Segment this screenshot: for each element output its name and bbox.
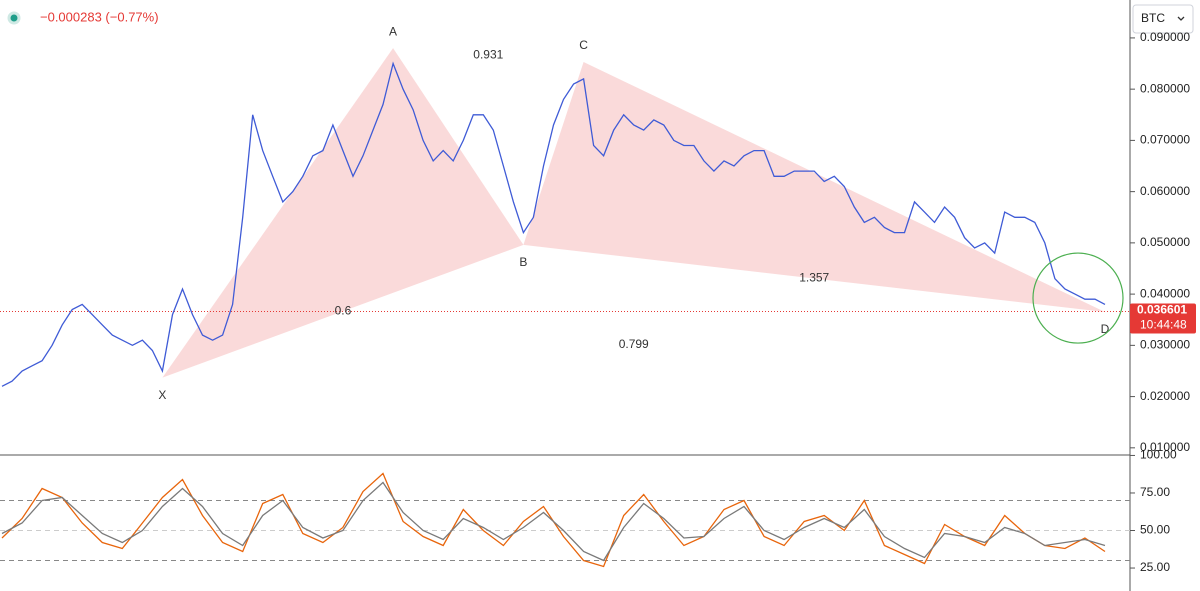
- y-tick-label: 100.00: [1140, 448, 1177, 462]
- series-line: [1, 61, 1106, 387]
- pattern-point-label: D: [1101, 322, 1110, 336]
- pattern-point-label: X: [158, 388, 166, 402]
- y-tick-label: 75.00: [1140, 485, 1170, 499]
- dropdown-chevron: [1177, 16, 1185, 21]
- y-tick-label: 0.070000: [1140, 133, 1190, 147]
- ratio-label: 1.357: [799, 271, 829, 285]
- y-tick-label: 0.020000: [1140, 389, 1190, 403]
- y-tick-label: 0.050000: [1140, 235, 1190, 249]
- y-tick-label: 0.060000: [1140, 184, 1190, 198]
- countdown-label: 10:44:48: [1140, 318, 1187, 332]
- ratio-label: 0.6: [335, 303, 352, 317]
- symbol-select[interactable]: [1132, 4, 1194, 34]
- series-line: [1, 481, 1106, 562]
- y-tick-label: 0.030000: [1140, 338, 1190, 352]
- status-dot: [7, 11, 21, 25]
- ratio-label: 0.799: [619, 337, 649, 351]
- pattern-point-label: C: [579, 38, 588, 52]
- last-price-box: [1130, 303, 1196, 334]
- symbol-label[interactable]: BTC: [1141, 11, 1165, 25]
- y-tick-label: 0.090000: [1140, 30, 1190, 44]
- pattern-triangle: [162, 48, 524, 378]
- y-tick-label: 0.010000: [1140, 440, 1190, 454]
- last-price-label: 0.036601: [1137, 303, 1187, 317]
- y-tick-label: 0.080000: [1140, 81, 1190, 95]
- pattern-point-label: B: [519, 255, 527, 269]
- ratio-label: 0.931: [473, 47, 503, 61]
- y-tick-label: 50.00: [1140, 523, 1170, 537]
- series-line: [1, 472, 1106, 568]
- highlight-circle: [1032, 252, 1124, 344]
- price-change: −0.000283 (−0.77%): [40, 9, 159, 24]
- pattern-triangle: [523, 61, 1105, 313]
- y-tick-label: 0.040000: [1140, 286, 1190, 300]
- pattern-point-label: A: [389, 24, 397, 38]
- y-tick-label: 25.00: [1140, 560, 1170, 574]
